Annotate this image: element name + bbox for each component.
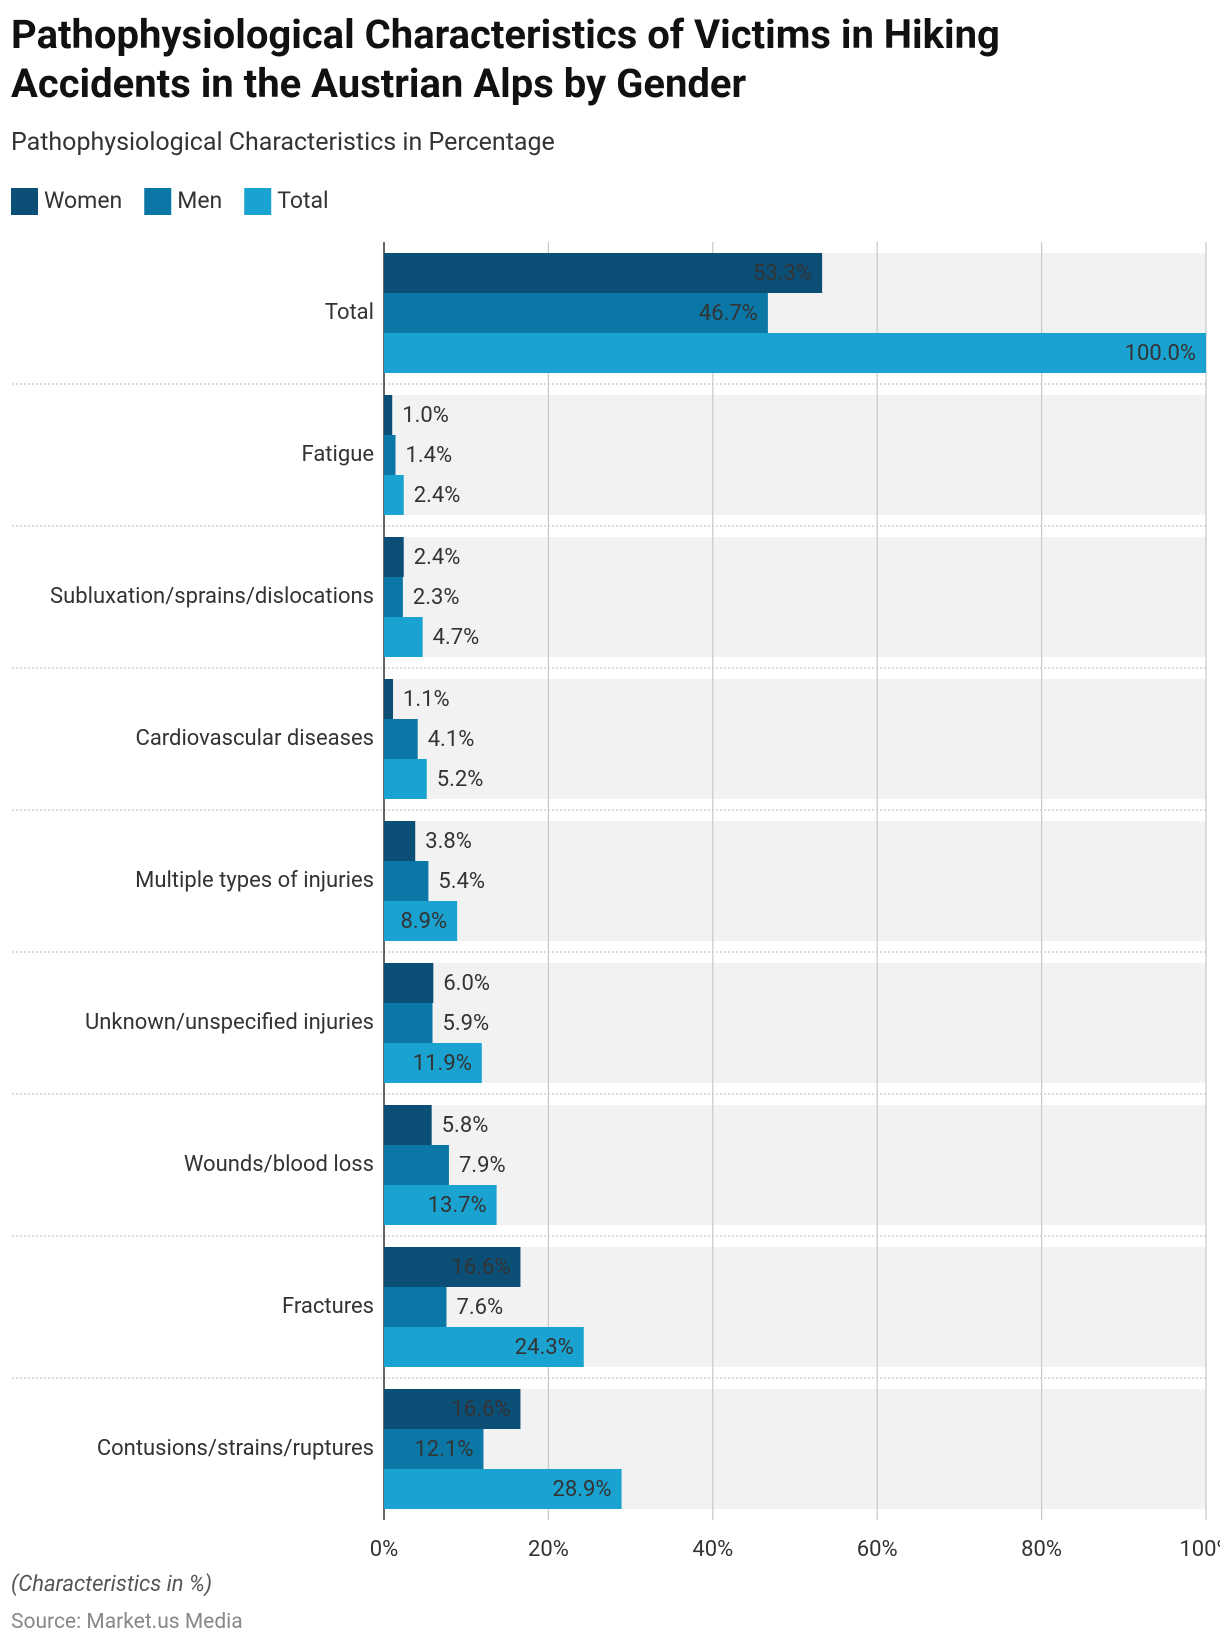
- value-label: 53.3%: [753, 261, 812, 286]
- band-background: [384, 537, 1206, 657]
- bar: [384, 719, 418, 759]
- x-tick-label: 100%: [1179, 1537, 1220, 1562]
- x-tick-label: 40%: [692, 1537, 733, 1562]
- bar: [384, 759, 427, 799]
- bar: [384, 1247, 521, 1287]
- value-label: 1.4%: [406, 443, 453, 468]
- value-label: 28.9%: [553, 1477, 612, 1502]
- value-label: 4.7%: [433, 625, 480, 650]
- legend-swatch: [144, 188, 172, 215]
- bar: [384, 679, 394, 719]
- value-label: 100.0%: [1125, 341, 1196, 366]
- value-label: 5.9%: [442, 1011, 489, 1036]
- x-tick-label: 20%: [528, 1537, 569, 1562]
- bar: [384, 435, 396, 475]
- value-label: 46.7%: [699, 301, 758, 326]
- value-label: 2.3%: [413, 585, 460, 610]
- bar: [384, 1003, 433, 1043]
- value-label: 8.9%: [401, 909, 448, 934]
- value-label: 5.4%: [438, 869, 485, 894]
- value-label: 7.6%: [456, 1295, 503, 1320]
- bar: [384, 1469, 622, 1509]
- bar: [384, 293, 768, 333]
- bar: [384, 1287, 447, 1327]
- value-label: 5.2%: [437, 767, 484, 792]
- bar: [384, 333, 1206, 373]
- bar: [384, 1327, 584, 1367]
- chart: Women Men Total 0% 20% 40% 60% 80% 100% Total 53.3…: [11, 187, 1220, 1562]
- x-tick-label: 0%: [370, 1537, 398, 1562]
- value-label: 7.9%: [459, 1153, 506, 1178]
- value-label: 6.0%: [443, 971, 490, 996]
- bar: [384, 861, 429, 901]
- value-label: 11.9%: [413, 1051, 472, 1076]
- y-tick-label: Subluxation/sprains/dislocations: [50, 584, 374, 609]
- x-tick-label: 60%: [857, 1537, 898, 1562]
- legend-label: Women: [44, 187, 122, 214]
- bar: [384, 617, 423, 657]
- band-background: [384, 395, 1206, 515]
- value-label: 1.0%: [402, 403, 449, 428]
- value-label: 13.7%: [428, 1193, 487, 1218]
- bar: [384, 537, 404, 577]
- y-tick-label: Contusions/strains/ruptures: [97, 1436, 374, 1461]
- y-tick-label: Unknown/unspecified injuries: [85, 1010, 374, 1035]
- value-label: 3.8%: [425, 829, 472, 854]
- value-label: 16.6%: [451, 1255, 510, 1280]
- bar: [384, 821, 416, 861]
- value-label: 16.6%: [451, 1397, 510, 1422]
- bar: [384, 1105, 432, 1145]
- legend-label: Total: [277, 187, 328, 214]
- y-tick-label: Cardiovascular diseases: [136, 726, 375, 751]
- y-tick-label: Total: [325, 300, 374, 325]
- bar: [384, 395, 393, 435]
- legend-swatch: [11, 188, 38, 215]
- band-background: [384, 963, 1206, 1083]
- value-label: 24.3%: [515, 1335, 574, 1360]
- bar: [384, 963, 434, 1003]
- value-label: 4.1%: [428, 727, 475, 752]
- legend-swatch: [244, 188, 272, 215]
- value-label: 2.4%: [414, 483, 461, 508]
- value-label: 5.8%: [442, 1113, 489, 1138]
- band-background: [384, 821, 1206, 941]
- bar: [384, 475, 404, 515]
- chart-title: Pathophysiological Characteristics of Vi…: [11, 11, 1000, 107]
- value-label: 2.4%: [414, 545, 461, 570]
- chart-subtitle: Pathophysiological Characteristics in Pe…: [11, 128, 555, 157]
- y-tick-label: Fractures: [282, 1294, 374, 1319]
- value-label: 1.1%: [403, 687, 450, 712]
- y-tick-label: Wounds/blood loss: [184, 1152, 374, 1177]
- bar: [384, 1043, 482, 1083]
- y-tick-label: Fatigue: [302, 442, 374, 467]
- bar: [384, 253, 823, 293]
- bar: [384, 901, 458, 941]
- legend-label: Men: [177, 187, 222, 214]
- band-background: [384, 1105, 1206, 1225]
- y-tick-label: Multiple types of injuries: [135, 868, 374, 893]
- bar: [384, 577, 403, 617]
- x-tick-label: 80%: [1021, 1537, 1062, 1562]
- bar: [384, 1145, 449, 1185]
- source: Source: Market.us Media: [11, 1610, 243, 1634]
- bar: [384, 1185, 497, 1225]
- note: (Characteristics in %): [11, 1572, 213, 1597]
- bar: [384, 1389, 521, 1429]
- band-background: [384, 679, 1206, 799]
- value-label: 12.1%: [414, 1437, 473, 1462]
- bar: [384, 1429, 484, 1469]
